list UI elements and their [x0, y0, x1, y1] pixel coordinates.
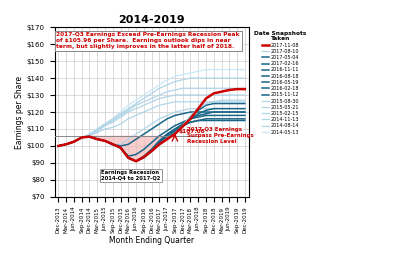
- X-axis label: Month Ending Quarter: Month Ending Quarter: [109, 236, 194, 245]
- Text: $107.06: $107.06: [179, 129, 205, 134]
- Y-axis label: Earnings per Share: Earnings per Share: [15, 75, 24, 148]
- Legend: 2017-11-08, 2017-08-10, 2017-05-04, 2017-02-16, 2016-11-11, 2016-08-18, 2016-05-: 2017-11-08, 2017-08-10, 2017-05-04, 2017…: [253, 30, 308, 135]
- Text: Earnings Recession
2014-Q4 to 2017-Q2: Earnings Recession 2014-Q4 to 2017-Q2: [101, 170, 161, 181]
- Text: 2017-Q3 Earnings
Surpass Pre-Earnings
Recession Level: 2017-Q3 Earnings Surpass Pre-Earnings Re…: [187, 127, 253, 144]
- Title: 2014-2019: 2014-2019: [118, 15, 185, 25]
- Text: 2017-Q3 Earnings Exceed Pre-Earnings Recession Peak
of $105.96 per Share.  Earni: 2017-Q3 Earnings Exceed Pre-Earnings Rec…: [56, 32, 240, 49]
